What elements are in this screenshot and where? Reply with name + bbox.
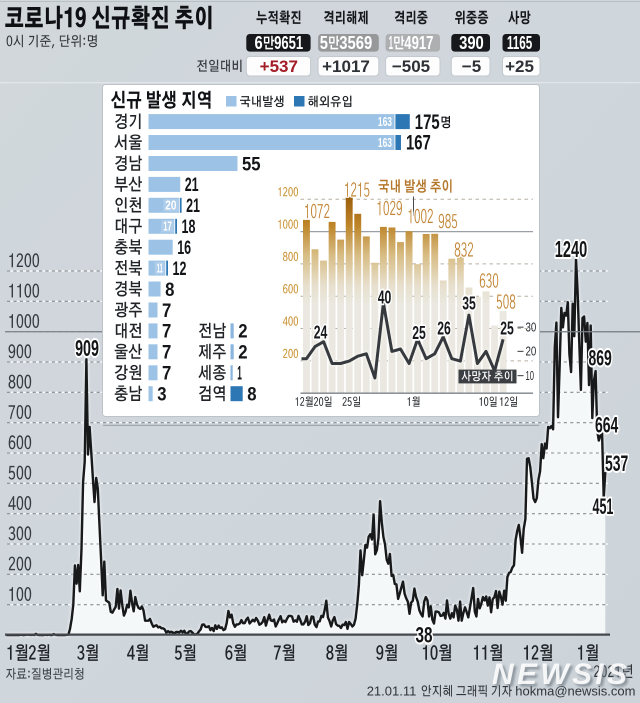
svg-text:3569: 3569 — [339, 32, 372, 53]
svg-text:4917: 4917 — [404, 32, 433, 53]
svg-text:12: 12 — [173, 259, 187, 280]
svg-text:24: 24 — [314, 323, 328, 343]
svg-text:3: 3 — [157, 385, 166, 406]
svg-text:909: 909 — [75, 335, 99, 361]
svg-text:664: 664 — [595, 413, 619, 438]
svg-text:11: 11 — [157, 261, 163, 275]
svg-text:NEWSIS: NEWSIS — [492, 658, 630, 691]
svg-text:−5: −5 — [462, 57, 481, 76]
svg-text:35: 35 — [462, 294, 476, 314]
svg-text:537: 537 — [605, 451, 628, 476]
svg-text:38: 38 — [416, 623, 433, 648]
svg-text:17: 17 — [163, 220, 172, 234]
svg-text:1165: 1165 — [507, 32, 532, 53]
svg-text:390: 390 — [459, 32, 484, 53]
svg-text:25: 25 — [412, 323, 426, 343]
svg-text:8: 8 — [247, 385, 256, 406]
svg-text:7: 7 — [162, 301, 171, 322]
svg-text:20: 20 — [165, 199, 176, 213]
svg-text:9651: 9651 — [274, 32, 303, 53]
svg-text:18: 18 — [182, 217, 196, 238]
svg-text:40: 40 — [378, 288, 392, 308]
svg-text:2: 2 — [238, 322, 247, 343]
svg-text:55: 55 — [242, 154, 261, 175]
svg-text:21.01.11: 21.01.11 — [367, 684, 417, 699]
svg-text:163: 163 — [378, 115, 392, 129]
svg-text:25: 25 — [500, 319, 514, 339]
svg-text:175: 175 — [415, 110, 440, 134]
svg-text:167: 167 — [406, 131, 431, 155]
svg-text:1: 1 — [389, 32, 393, 53]
svg-text:5: 5 — [320, 32, 328, 53]
svg-text:16: 16 — [177, 238, 191, 259]
svg-text:10: 10 — [526, 368, 535, 383]
svg-text:21: 21 — [185, 175, 199, 196]
svg-text:NEWSIS: NEWSIS — [495, 661, 633, 694]
svg-text:20: 20 — [526, 344, 537, 359]
svg-text:26: 26 — [437, 319, 451, 339]
svg-text:+537: +537 — [260, 57, 298, 76]
svg-text:−505: −505 — [392, 57, 430, 76]
svg-text:1: 1 — [237, 364, 242, 385]
svg-text:7: 7 — [162, 343, 171, 364]
svg-text:163: 163 — [378, 136, 392, 150]
svg-text:2: 2 — [238, 343, 247, 364]
svg-text:6: 6 — [255, 32, 263, 53]
svg-text:+25: +25 — [505, 57, 534, 76]
svg-text:hokma@newsis.com: hokma@newsis.com — [515, 684, 635, 699]
svg-text:869: 869 — [589, 346, 612, 371]
svg-text:21: 21 — [186, 196, 200, 217]
svg-text:451: 451 — [593, 494, 614, 519]
svg-text:7: 7 — [162, 364, 171, 385]
svg-text:1240: 1240 — [555, 236, 587, 262]
svg-text:8: 8 — [165, 280, 174, 301]
svg-text:7: 7 — [162, 322, 171, 343]
svg-text:+1017: +1017 — [322, 57, 370, 76]
svg-text:30: 30 — [526, 320, 537, 335]
